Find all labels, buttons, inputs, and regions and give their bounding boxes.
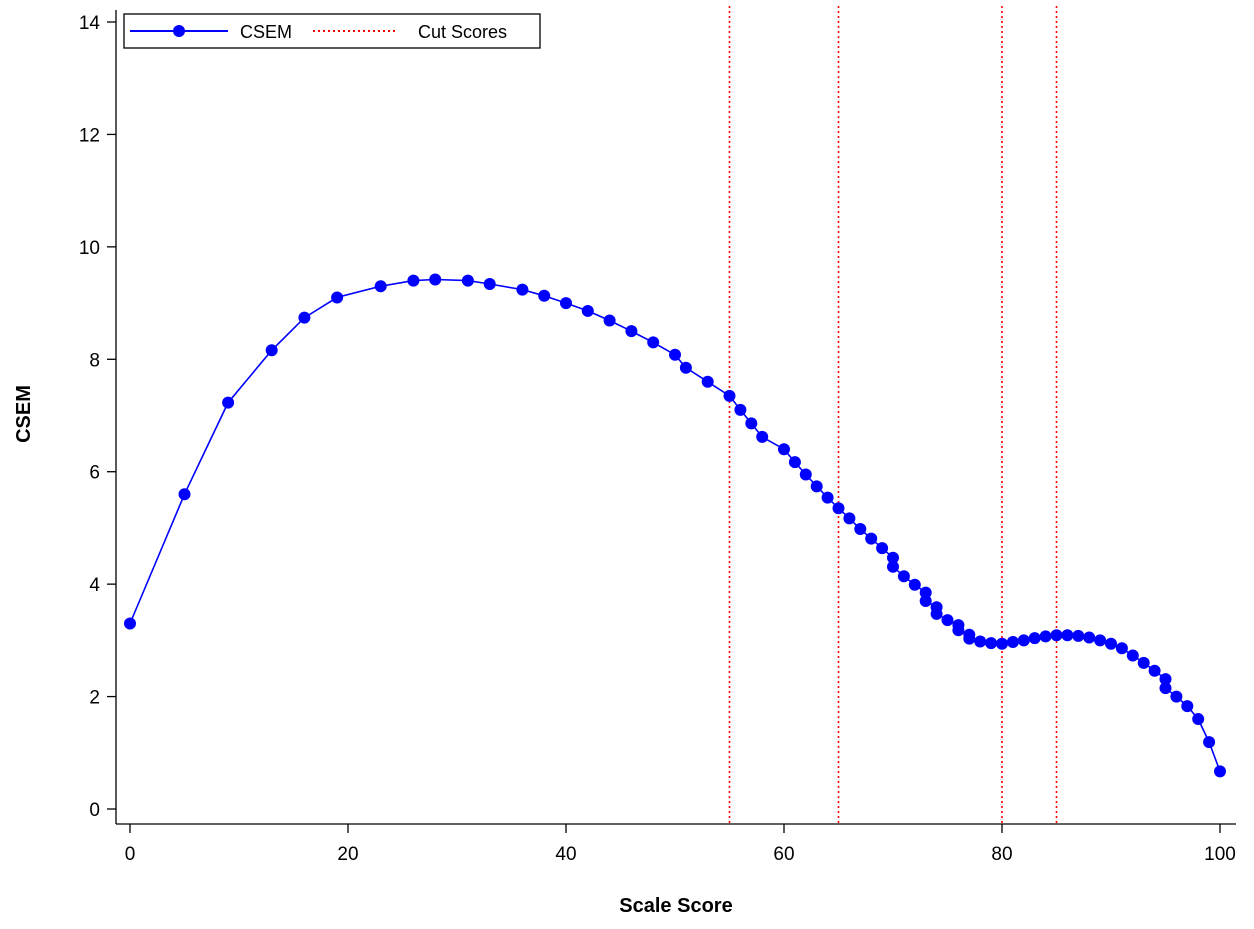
csem-data-point — [778, 443, 790, 456]
csem-data-point — [669, 348, 681, 361]
csem-data-point — [603, 314, 616, 327]
y-tick-label: 14 — [79, 13, 101, 34]
csem-data-point — [865, 532, 878, 545]
csem-data-point — [407, 274, 420, 287]
csem-data-point — [647, 336, 660, 349]
x-tick-label: 60 — [773, 844, 794, 865]
csem-data-point — [1061, 629, 1074, 642]
csem-data-point — [854, 523, 867, 536]
y-tick-label: 10 — [79, 238, 100, 259]
csem-data-point — [701, 375, 714, 388]
csem-data-point — [1039, 630, 1052, 643]
csem-data-point — [952, 624, 965, 637]
csem-data-point — [1148, 664, 1161, 677]
csem-data-point — [516, 283, 529, 296]
csem-data-point — [1094, 634, 1107, 647]
csem-data-point — [1017, 634, 1030, 647]
csem-data-point — [222, 396, 235, 409]
csem-data-point — [734, 403, 747, 416]
axes-layer — [115, 10, 1236, 825]
csem-data-point — [1115, 642, 1128, 655]
csem-data-point — [810, 480, 823, 493]
csem-data-point — [985, 637, 998, 650]
legend-csem-label: CSEM — [240, 22, 292, 42]
csem-data-point — [974, 635, 987, 648]
csem-data-point — [723, 389, 736, 402]
x-tick-label: 0 — [125, 844, 136, 865]
csem-data-point — [1181, 700, 1194, 713]
csem-data-point — [963, 632, 976, 645]
csem-data-point — [941, 614, 954, 627]
csem-data-point — [178, 488, 191, 501]
csem-data-point — [483, 277, 496, 290]
x-tick-label: 20 — [337, 844, 358, 865]
csem-data-point — [897, 570, 910, 583]
y-tick-label: 6 — [89, 463, 100, 484]
csem-data-point — [1050, 629, 1063, 642]
csem-data-point — [429, 273, 442, 286]
csem-data-point — [1170, 690, 1183, 703]
csem-data-point — [1214, 765, 1226, 778]
csem-data-point — [331, 291, 344, 304]
y-tick-label: 4 — [89, 575, 100, 596]
csem-data-point — [538, 289, 551, 302]
csem-data-point — [1105, 637, 1117, 650]
csem-data-point — [832, 502, 845, 515]
csem-data-point — [887, 560, 899, 573]
csem-data-point — [745, 417, 758, 430]
x-tick-label: 100 — [1204, 844, 1236, 865]
y-tick-label: 0 — [89, 800, 100, 821]
csem-data-point — [788, 456, 801, 469]
csem-data-point — [1006, 636, 1019, 649]
y-tick-label: 2 — [89, 688, 100, 709]
csem-data-point — [1159, 682, 1172, 695]
legend-cut-label: Cut Scores — [418, 22, 507, 42]
csem-data-point — [1203, 736, 1216, 749]
csem-data-point — [1126, 649, 1139, 662]
csem-data-point — [1137, 656, 1150, 669]
csem-data-point — [919, 586, 932, 599]
csem-data-point — [461, 274, 474, 287]
csem-data-point — [908, 578, 921, 591]
csem-series — [124, 273, 1226, 778]
csem-data-point — [996, 637, 1008, 650]
csem-data-point — [265, 344, 278, 357]
csem-data-point — [930, 607, 943, 620]
x-tick-label: 80 — [991, 844, 1012, 865]
csem-data-point — [919, 595, 932, 608]
csem-data-point — [887, 551, 899, 564]
csem-data-point — [1159, 673, 1172, 686]
csem-data-point — [298, 311, 311, 324]
x-tick-label: 40 — [555, 844, 576, 865]
csem-data-point — [124, 617, 136, 630]
csem-data-point — [756, 430, 769, 443]
csem-data-point — [843, 512, 856, 525]
csem-data-point — [799, 468, 812, 481]
ticks-layer: 0 20 40 60 80 100 0 2 4 6 8 10 12 14 — [79, 13, 1236, 865]
csem-data-point — [876, 542, 889, 555]
legend-csem-marker — [173, 25, 185, 37]
cut-score-lines — [728, 6, 1058, 824]
csem-data-point — [1192, 713, 1205, 726]
csem-data-point — [625, 325, 638, 338]
csem-data-point — [560, 297, 572, 310]
legend: CSEM Cut Scores — [123, 13, 541, 49]
csem-data-point — [1072, 629, 1085, 642]
csem-data-point — [581, 304, 594, 317]
csem-data-point — [1028, 632, 1041, 645]
y-tick-label: 12 — [79, 125, 100, 146]
csem-data-point — [374, 280, 387, 293]
y-tick-label: 8 — [89, 350, 100, 371]
csem-data-point — [821, 491, 834, 504]
y-axis-title: CSEM — [13, 385, 35, 443]
x-axis-title: Scale Score — [619, 895, 732, 917]
csem-data-point — [1083, 631, 1096, 644]
csem-data-point — [679, 361, 692, 374]
